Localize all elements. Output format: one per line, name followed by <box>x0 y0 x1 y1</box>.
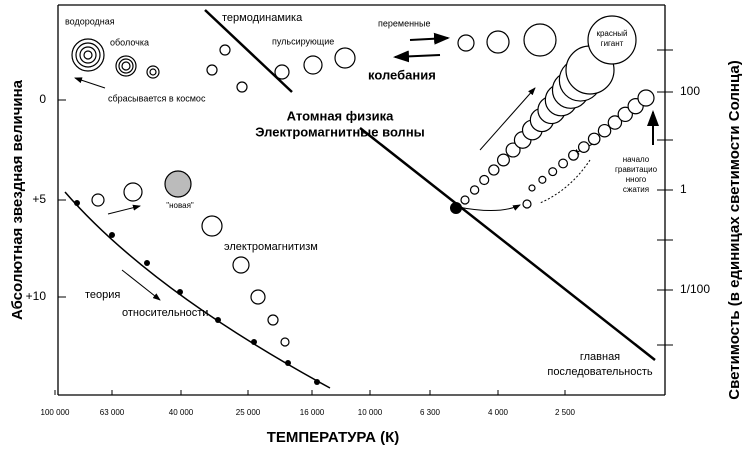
star <box>496 153 510 167</box>
annotation: переменные <box>378 18 431 28</box>
star <box>505 142 521 158</box>
star <box>637 89 655 107</box>
x-tick-label: 2 500 <box>555 408 576 417</box>
stars <box>71 15 655 385</box>
x-axis-label: ТЕМПЕРАТУРА (К) <box>267 429 400 446</box>
lines <box>64 9 659 389</box>
annotation: теория <box>85 289 120 301</box>
star <box>607 115 623 130</box>
annotation: электромагнитизм <box>224 241 318 253</box>
star <box>149 68 157 76</box>
annotation: Атомная физика <box>287 108 394 123</box>
star <box>123 182 143 202</box>
star <box>201 215 223 237</box>
x-tick-label: 10 000 <box>358 408 383 417</box>
annotation: красный <box>596 29 627 38</box>
point <box>144 260 150 266</box>
annotation: оболочка <box>110 37 149 47</box>
star <box>334 47 356 69</box>
left-tick-label: +10 <box>26 289 47 303</box>
x-tick-label: 16 000 <box>300 408 325 417</box>
point <box>109 232 115 238</box>
annotation: последовательность <box>547 366 653 378</box>
star <box>267 314 279 326</box>
star <box>460 195 470 205</box>
star <box>528 184 536 192</box>
star <box>236 81 248 93</box>
star <box>577 141 590 153</box>
annotation: термодинамика <box>222 12 303 24</box>
star <box>206 64 218 76</box>
annotation: сжатия <box>623 185 649 194</box>
x-tick-label: 63 000 <box>100 408 125 417</box>
point <box>215 317 221 323</box>
sun <box>450 202 462 214</box>
star <box>548 167 558 177</box>
point <box>177 289 183 295</box>
star <box>219 44 231 56</box>
star <box>568 149 579 161</box>
x-tick-label: 6 300 <box>420 408 441 417</box>
star <box>457 34 475 52</box>
annotation: главная <box>580 351 620 363</box>
annotation: начало <box>623 155 650 164</box>
ticks: 100 000 63 000 40 000 25 000 16 000 10 000 6 3… <box>26 49 710 417</box>
star <box>486 30 510 54</box>
star <box>587 132 601 146</box>
annotation: "новая" <box>166 201 194 210</box>
left-tick-label: 0 <box>39 92 46 106</box>
star <box>488 164 500 176</box>
right-tick-label: 100 <box>680 84 700 98</box>
right-tick-label: 1/100 <box>680 282 710 296</box>
star <box>538 175 547 184</box>
annotation: нного <box>626 175 647 184</box>
annotation: Электромагнитные волны <box>255 124 425 139</box>
x-tick-label: 4 000 <box>488 408 509 417</box>
star <box>587 15 637 65</box>
star <box>274 64 290 80</box>
annotation: водородная <box>65 16 115 26</box>
right-tick-label: 1 <box>680 182 687 196</box>
right-axis-label: Светимость (в единицах светимости Солнца… <box>726 60 743 400</box>
left-axis-label: Абсолютная звездная величина <box>9 79 26 320</box>
annotation: колебания <box>368 67 436 82</box>
star <box>83 50 93 60</box>
x-tick-label: 100 000 <box>41 408 70 417</box>
point <box>285 360 291 366</box>
star <box>232 256 250 274</box>
star <box>597 123 612 138</box>
annotation: относительности <box>122 307 208 319</box>
annotation: гигант <box>601 39 624 48</box>
annotation: сбрасывается в космос <box>108 93 206 103</box>
point <box>251 339 257 345</box>
point <box>74 200 80 206</box>
frame <box>57 4 666 396</box>
x-tick-label: 25 000 <box>236 408 261 417</box>
annotation: пульсирующие <box>272 36 334 46</box>
annotation: гравитацио <box>615 165 658 174</box>
star <box>469 185 480 195</box>
star <box>303 55 323 75</box>
left-tick-label: +5 <box>32 192 46 206</box>
star <box>121 61 131 71</box>
star <box>280 337 290 347</box>
star <box>522 199 532 209</box>
star <box>558 158 569 169</box>
star <box>479 174 490 186</box>
star <box>523 23 557 57</box>
point <box>314 379 320 385</box>
x-tick-label: 40 000 <box>169 408 194 417</box>
star <box>91 193 105 207</box>
star <box>617 106 633 123</box>
star <box>250 289 266 305</box>
star <box>164 170 192 198</box>
